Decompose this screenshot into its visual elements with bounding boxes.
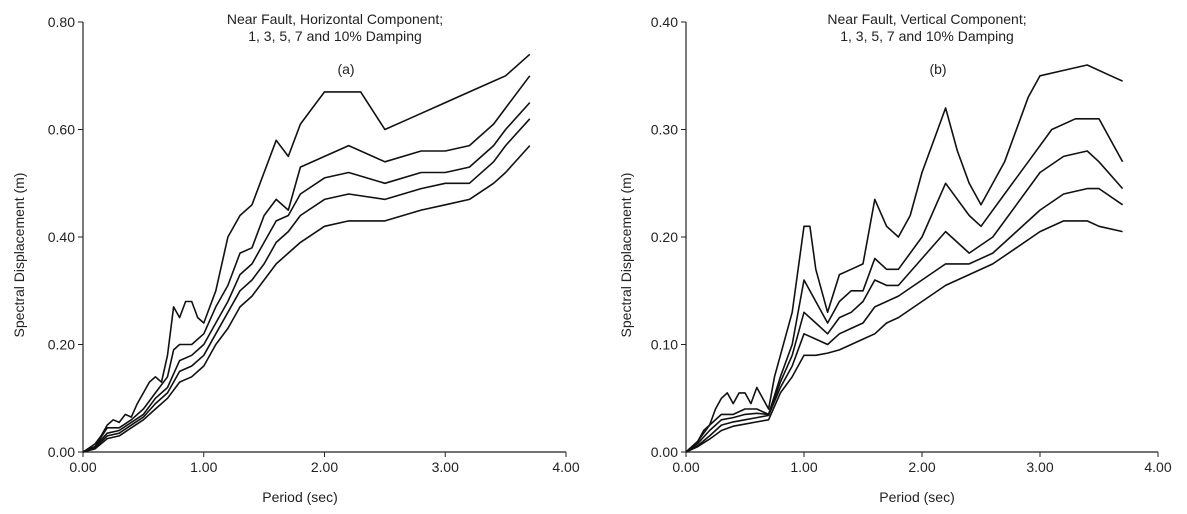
series-line-4: [685, 187, 1124, 453]
series-line-3: [82, 102, 531, 453]
series-line-4: [82, 118, 531, 453]
x-axis-label: Period (sec): [879, 489, 954, 505]
y-tick-label: 0.40: [651, 14, 678, 30]
series-line-5: [685, 220, 1123, 453]
axes: 0.00 0.10 0.20 0.30 0.40 0.00 1.00 2.00 3.00 4.00: [651, 14, 1172, 475]
x-tick-label: 3.00: [1026, 459, 1053, 475]
y-tick-label: 0.40: [48, 229, 75, 245]
chart-title: Near Fault, Vertical Component;: [827, 11, 1026, 27]
panel-label: (a): [337, 61, 354, 77]
y-axis-label: Spectral Displacement (m): [618, 173, 634, 338]
x-tick-label: 4.00: [1144, 459, 1171, 475]
chart-panel-b: Near Fault, Vertical Component; 1, 3, 5,…: [618, 11, 1172, 505]
x-tick-label: 0.00: [69, 459, 96, 475]
x-tick-label: 4.00: [552, 459, 579, 475]
chart-title: Near Fault, Horizontal Component;: [227, 11, 443, 27]
x-tick-label: 2.00: [311, 459, 338, 475]
chart-subtitle: 1, 3, 5, 7 and 10% Damping: [248, 28, 422, 44]
series-line-2: [82, 75, 531, 453]
y-tick-label: 0.60: [48, 122, 75, 138]
axes: 0.00 0.20 0.40 0.60 0.80 0.00 1.00 2.00 3.00 4.00: [48, 14, 580, 475]
y-tick-label: 0.10: [651, 337, 678, 353]
chart-subtitle: 1, 3, 5, 7 and 10% Damping: [840, 28, 1014, 44]
series-line-3: [685, 150, 1124, 453]
y-axis-label: Spectral Displacement (m): [11, 173, 27, 338]
x-tick-label: 1.00: [190, 459, 217, 475]
series-line-1: [685, 64, 1123, 453]
x-tick-label: 3.00: [432, 459, 459, 475]
y-tick-label: 0.00: [651, 444, 678, 460]
x-axis-label: Period (sec): [262, 489, 337, 505]
y-tick-label: 0.00: [48, 444, 75, 460]
panel-label: (b): [929, 61, 946, 77]
x-tick-label: 1.00: [790, 459, 817, 475]
x-tick-label: 0.00: [672, 459, 699, 475]
series-group: [82, 53, 531, 453]
chart-panel-a: Near Fault, Horizontal Component; 1, 3, …: [11, 11, 580, 505]
y-tick-label: 0.80: [48, 14, 75, 30]
y-tick-label: 0.20: [651, 229, 678, 245]
y-tick-label: 0.20: [48, 337, 75, 353]
series-line-5: [82, 145, 531, 453]
x-tick-label: 2.00: [908, 459, 935, 475]
y-tick-label: 0.30: [651, 122, 678, 138]
series-line-2: [685, 118, 1124, 453]
series-line-1: [82, 53, 531, 453]
series-group: [685, 64, 1124, 453]
